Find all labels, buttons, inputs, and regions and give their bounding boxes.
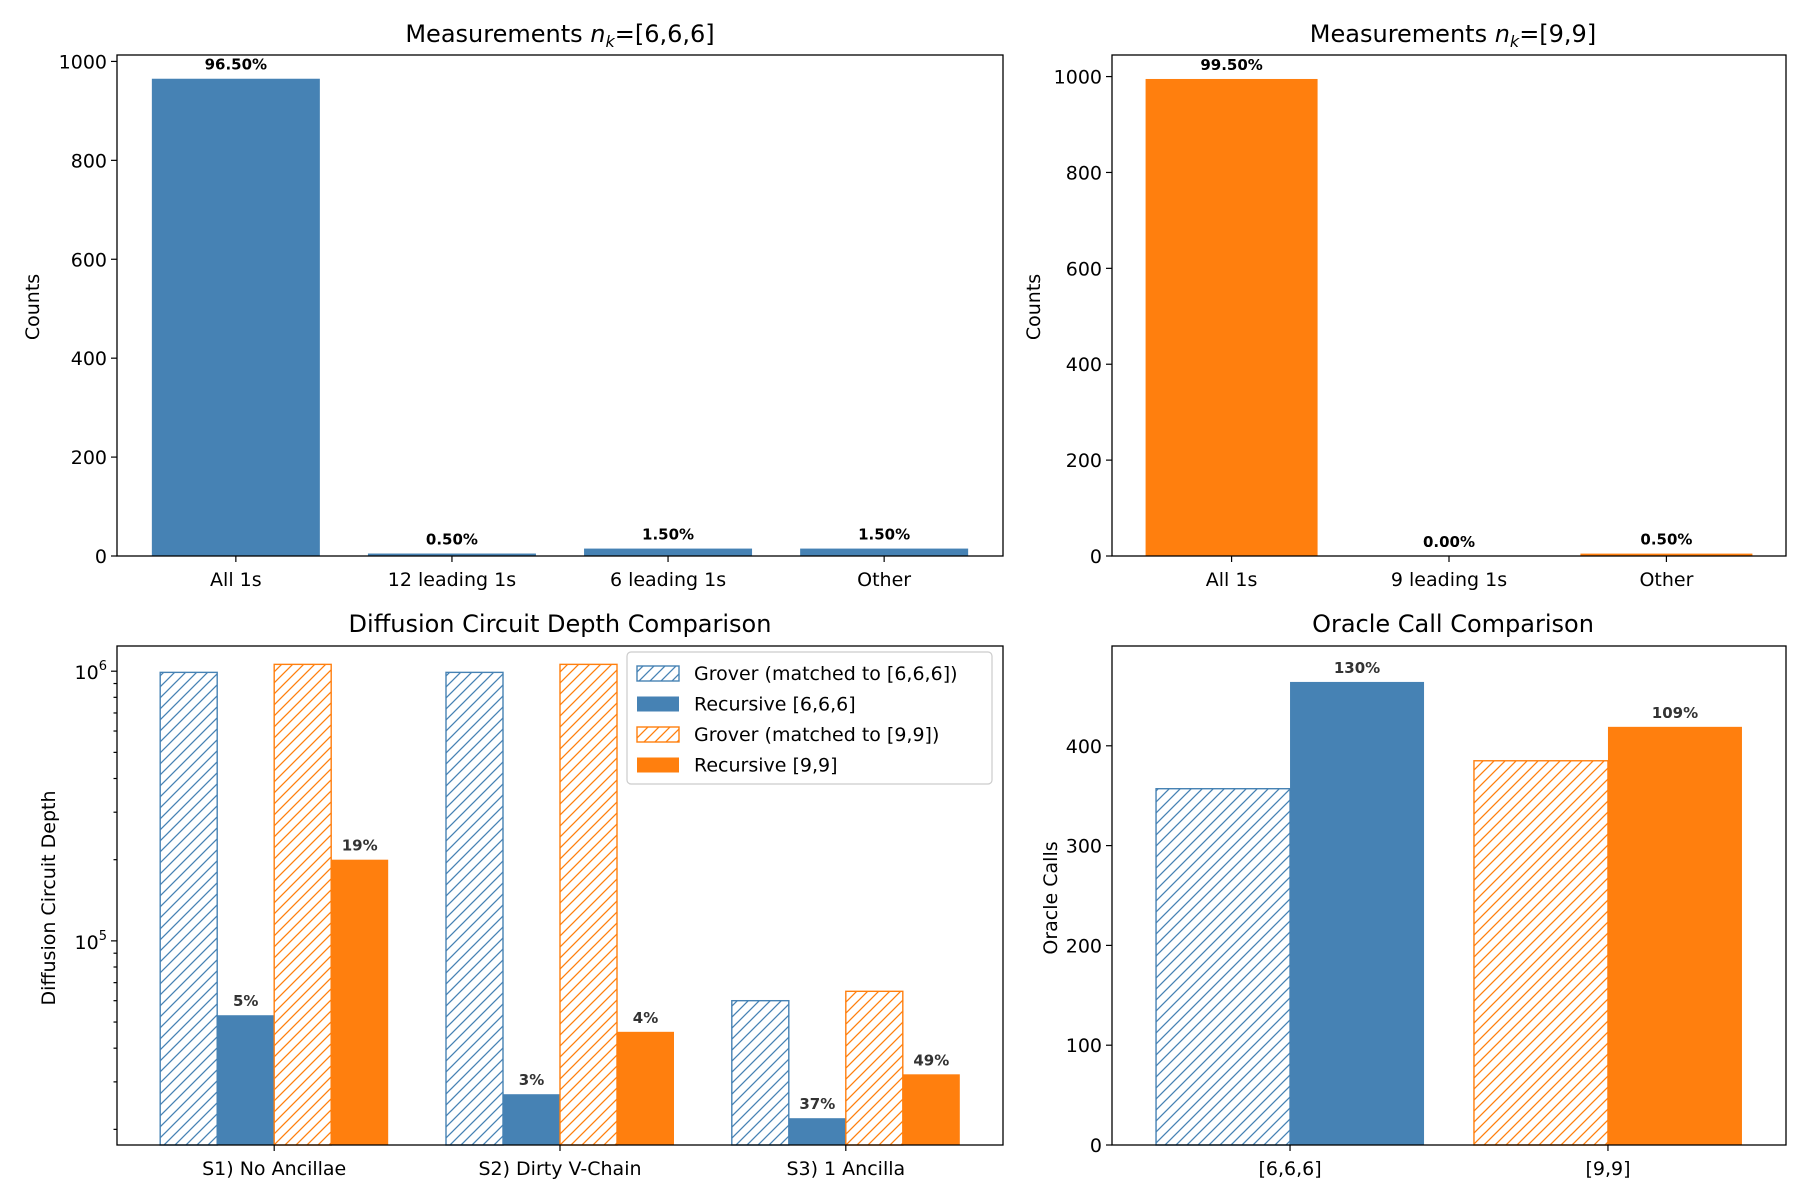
bar-value-label: 1.50% <box>642 526 694 544</box>
y-tick-label: 1000 <box>1054 67 1102 89</box>
bar-value-label: 1.50% <box>858 526 910 544</box>
y-tick-label: 200 <box>1066 935 1102 957</box>
x-tick-label: 6 leading 1s <box>610 569 726 591</box>
plot-frame <box>1111 54 1787 557</box>
y-axis-label: Counts <box>22 274 44 340</box>
bar <box>367 553 536 556</box>
bar <box>1473 760 1609 1146</box>
x-tick-label: S2) Dirty V-Chain <box>478 1158 641 1180</box>
bar-value-label: 0.00% <box>1423 533 1475 551</box>
x-tick-label: [6,6,6] <box>1258 1158 1321 1180</box>
bar <box>731 999 790 1146</box>
y-tick-label: 400 <box>1066 354 1102 376</box>
y-tick-label: 800 <box>1066 162 1102 184</box>
y-tick-label: 200 <box>71 447 107 469</box>
bar <box>1155 788 1291 1146</box>
chart-title: Measurements nk=[6,6,6] <box>405 20 714 51</box>
legend-box <box>626 651 993 785</box>
measurements-99-chart: Measurements nk=[9,9] Counts 99.50% All 1… <box>1023 20 1787 591</box>
legend-swatch <box>636 665 680 682</box>
y-tick-label: 300 <box>1066 836 1102 858</box>
plot-frame <box>1111 645 1787 1146</box>
bar <box>273 663 332 1146</box>
x-tick-label: 9 leading 1s <box>1391 569 1507 591</box>
legend-swatch <box>636 726 680 743</box>
bar <box>217 1015 275 1145</box>
legend: Grover (matched to [6,6,6]) Recursive [6,… <box>626 651 993 785</box>
x-tick-label: All 1s <box>210 569 262 591</box>
bar-value-label: 0.50% <box>1640 531 1692 549</box>
legend-swatch <box>637 757 679 773</box>
bar <box>617 1031 674 1145</box>
bar-value-label: 96.50% <box>205 56 267 74</box>
bar <box>331 859 389 1145</box>
legend-swatch <box>637 696 679 712</box>
y-tick-label: 200 <box>1066 450 1102 472</box>
chart-title: Diffusion Circuit Depth Comparison <box>349 610 772 638</box>
y-tick-label: 105 <box>75 929 107 954</box>
y-tick-label: 400 <box>71 348 107 370</box>
y-tick-label: 0 <box>1090 1135 1102 1157</box>
bar <box>788 1118 846 1145</box>
y-axis-label: Diffusion Circuit Depth <box>38 791 60 1006</box>
y-axis-label: Counts <box>1023 274 1045 340</box>
measurements-666-chart: Measurements nk=[6,6,6] Counts 96.50% All… <box>22 20 1004 591</box>
bar <box>584 548 753 556</box>
bar-value-label: 4% <box>633 1009 658 1027</box>
bar <box>800 548 969 556</box>
bar <box>902 1074 960 1145</box>
x-tick-label: 12 leading 1s <box>388 569 516 591</box>
bar <box>445 671 504 1146</box>
x-tick-label: All 1s <box>1206 569 1258 591</box>
legend-label: Recursive [9,9] <box>694 755 838 777</box>
bar <box>1145 78 1318 557</box>
x-tick-label: S3) 1 Ancilla <box>786 1158 905 1180</box>
y-tick-label: 400 <box>1066 736 1102 758</box>
y-axis-label: Oracle Calls <box>1040 841 1062 954</box>
y-tick-label: 1000 <box>59 51 107 73</box>
y-tick-label: 800 <box>71 150 107 172</box>
oracle-call-chart: Oracle Call Comparison Oracle Calls 130%… <box>1040 610 1787 1180</box>
bar-value-label: 3% <box>519 1071 544 1089</box>
bar <box>1290 681 1425 1145</box>
x-tick-label: Other <box>1639 569 1693 591</box>
bar-value-label: 49% <box>913 1051 949 1069</box>
bar <box>151 78 320 557</box>
y-tick-label: 106 <box>75 659 107 684</box>
y-tick-label: 600 <box>1066 258 1102 280</box>
legend-label: Recursive [6,6,6] <box>694 694 856 716</box>
bar <box>503 1094 560 1145</box>
x-tick-label: Other <box>857 569 911 591</box>
bar <box>159 671 218 1146</box>
y-tick-label: 600 <box>71 249 107 271</box>
plot-frame <box>116 645 1004 1146</box>
diffusion-depth-chart: Diffusion Circuit Depth Comparison Diffu… <box>38 610 1004 1180</box>
chart-title: Measurements nk=[9,9] <box>1310 20 1596 51</box>
bar-value-label: 5% <box>233 992 258 1010</box>
bar <box>1607 726 1742 1145</box>
y-tick-label: 0 <box>95 546 107 568</box>
bar-value-label: 0.50% <box>426 531 478 549</box>
y-tick-label: 0 <box>1090 546 1102 568</box>
x-tick-label: S1) No Ancillae <box>202 1158 346 1180</box>
y-tick-label: 100 <box>1066 1035 1102 1057</box>
legend-label: Grover (matched to [9,9]) <box>694 724 939 746</box>
legend-label: Grover (matched to [6,6,6]) <box>694 663 958 685</box>
bar-value-label: 37% <box>799 1095 835 1113</box>
bar-value-label: 130% <box>1334 659 1380 677</box>
bar <box>1580 553 1753 556</box>
bar-value-label: 19% <box>342 837 378 855</box>
bar <box>845 990 904 1146</box>
bar-value-label: 109% <box>1652 704 1698 722</box>
bar <box>559 663 618 1146</box>
plot-frame <box>116 54 1004 557</box>
chart-title: Oracle Call Comparison <box>1312 610 1594 638</box>
bar-value-label: 99.50% <box>1200 56 1262 74</box>
x-tick-label: [9,9] <box>1585 1158 1630 1180</box>
